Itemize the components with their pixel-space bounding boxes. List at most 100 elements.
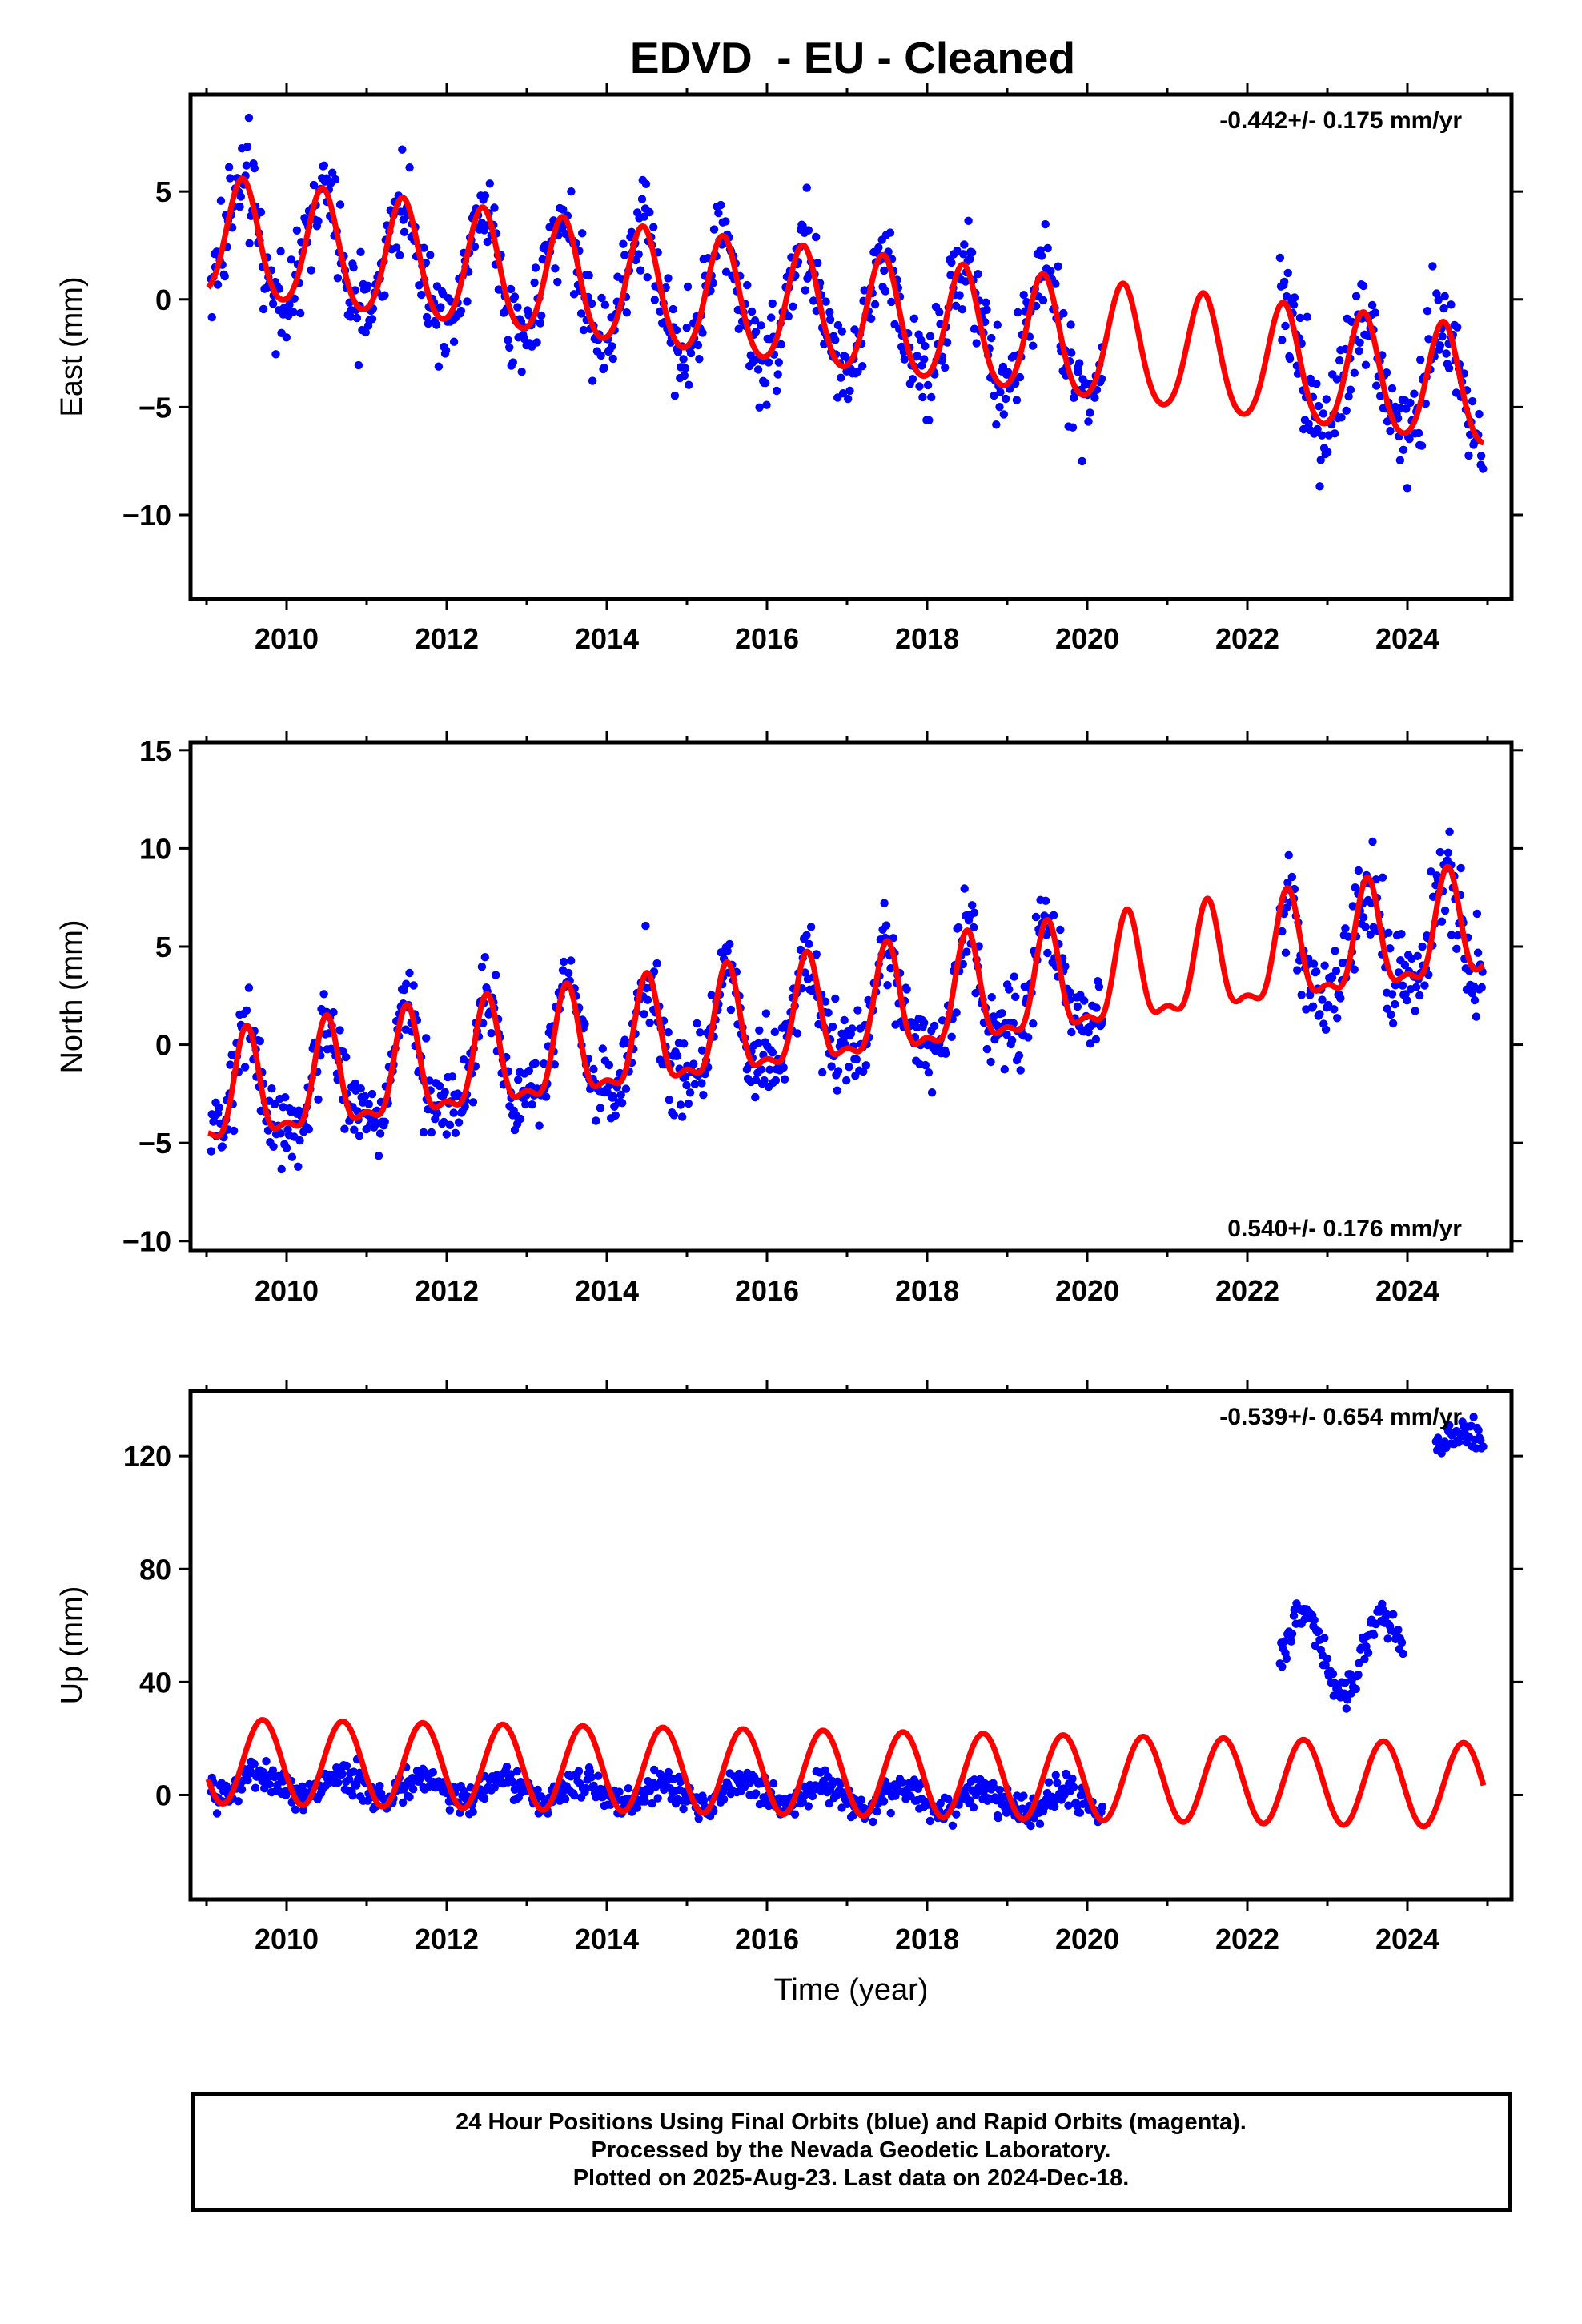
data-point — [806, 923, 816, 931]
data-point — [432, 282, 442, 291]
rate-label: 0.540+/- 0.176 mm/yr — [1227, 1216, 1462, 1242]
data-point — [296, 308, 305, 318]
data-point — [243, 1775, 252, 1785]
data-point — [1447, 931, 1456, 939]
data-point — [861, 1061, 871, 1070]
data-point — [244, 983, 254, 992]
data-point — [1363, 1648, 1373, 1657]
data-point — [342, 1761, 351, 1771]
data-point — [449, 1108, 458, 1117]
data-point — [885, 228, 895, 237]
data-point — [1464, 451, 1473, 460]
data-point — [1416, 356, 1425, 364]
data-point — [396, 251, 404, 259]
data-point — [946, 271, 955, 279]
x-tick-label: 2024 — [1375, 1923, 1439, 1956]
data-point — [564, 968, 573, 978]
data-point — [961, 277, 970, 286]
data-point — [1423, 307, 1432, 316]
data-point — [825, 308, 834, 316]
data-point — [314, 1095, 323, 1104]
data-point — [972, 339, 981, 348]
data-point — [801, 968, 809, 977]
data-point — [1014, 1051, 1024, 1060]
data-point — [1315, 482, 1324, 491]
data-point — [1428, 262, 1437, 271]
data-point — [517, 368, 526, 376]
data-point — [1383, 1634, 1392, 1643]
data-point — [524, 1066, 533, 1076]
data-point — [333, 274, 343, 283]
data-point — [1282, 292, 1291, 301]
data-point — [1367, 300, 1377, 310]
data-point — [615, 1787, 624, 1796]
y-tick-label: 120 — [123, 1440, 171, 1473]
data-point — [685, 380, 693, 389]
y-axis-label: East (mm) — [55, 276, 89, 416]
data-point — [269, 1142, 278, 1152]
data-point — [813, 259, 822, 267]
data-point — [746, 351, 755, 360]
data-point — [953, 247, 962, 255]
data-point — [392, 243, 401, 252]
data-point — [600, 364, 608, 372]
data-point — [530, 278, 539, 287]
data-point — [1350, 965, 1359, 974]
x-tick-label: 2012 — [415, 622, 479, 655]
data-point — [918, 392, 927, 402]
data-point — [802, 183, 811, 192]
data-point — [1476, 452, 1486, 460]
data-point — [553, 277, 562, 287]
data-point — [483, 237, 492, 247]
data-point — [567, 956, 576, 965]
data-point — [993, 320, 1002, 329]
data-point — [1056, 925, 1065, 935]
data-point — [917, 336, 926, 344]
data-point — [1411, 983, 1421, 991]
data-point — [506, 284, 516, 294]
data-point — [329, 1007, 338, 1017]
data-point — [505, 343, 514, 352]
data-point — [268, 300, 278, 308]
data-point — [419, 1128, 428, 1137]
data-point — [334, 1778, 343, 1787]
data-point — [608, 342, 616, 351]
data-point — [1313, 424, 1322, 434]
y-tick-label: −10 — [122, 499, 171, 532]
data-point — [812, 232, 821, 242]
data-point — [1350, 368, 1359, 377]
data-point — [821, 297, 830, 306]
data-point — [645, 207, 654, 217]
data-point — [1303, 312, 1311, 321]
data-point — [848, 1024, 857, 1033]
data-point — [510, 292, 520, 301]
data-point — [743, 280, 752, 290]
data-point — [480, 191, 490, 200]
data-point — [845, 386, 854, 396]
data-point — [927, 392, 936, 402]
data-point — [541, 240, 550, 250]
data-point — [645, 1019, 654, 1027]
data-point — [879, 1797, 889, 1806]
data-point — [1427, 867, 1435, 876]
data-point — [683, 282, 693, 292]
x-tick-label: 2024 — [1375, 622, 1439, 655]
data-point — [1342, 1704, 1351, 1713]
data-point — [506, 1770, 516, 1779]
data-point — [1290, 293, 1299, 302]
data-point — [1403, 996, 1411, 1005]
data-point — [908, 375, 917, 384]
data-point — [550, 1060, 559, 1069]
data-point — [1287, 1630, 1297, 1638]
data-point — [693, 1019, 701, 1028]
data-point — [1375, 392, 1385, 400]
data-point — [828, 1022, 837, 1031]
data-point — [1024, 1033, 1033, 1042]
data-point — [1287, 1637, 1296, 1646]
data-point — [559, 205, 568, 214]
data-point — [1315, 1010, 1324, 1019]
data-point — [409, 981, 418, 990]
data-point — [1038, 296, 1048, 305]
data-point — [860, 286, 869, 295]
rate-label: -0.442+/- 0.175 mm/yr — [1219, 107, 1462, 134]
